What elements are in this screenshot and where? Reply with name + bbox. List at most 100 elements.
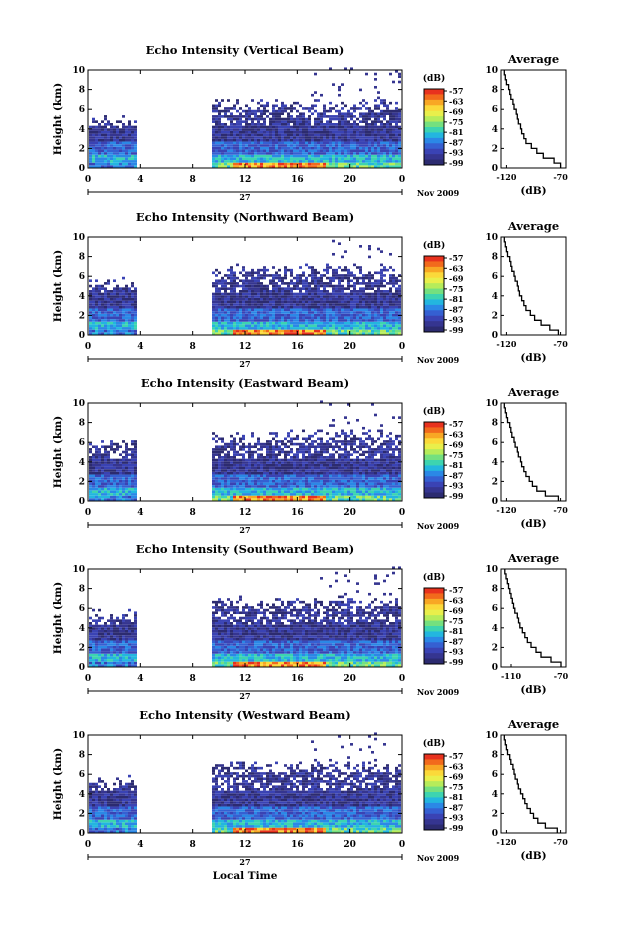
heatmap-cell <box>365 120 368 123</box>
heatmap-cell <box>356 160 359 163</box>
heatmap-cell <box>260 472 263 475</box>
heatmap-cell <box>116 480 119 483</box>
heatmap-cell <box>98 149 101 152</box>
heatmap-cell <box>350 290 353 293</box>
heatmap-cell <box>350 464 353 467</box>
heatmap-cell <box>281 293 284 296</box>
heatmap-cell <box>272 306 275 309</box>
heatmap-cell <box>248 488 251 491</box>
heatmap-cell <box>365 126 368 129</box>
heatmap-cell <box>386 107 389 110</box>
heatmap-cell <box>233 271 236 274</box>
heatmap-cell <box>332 301 335 304</box>
heatmap-cell <box>212 285 215 288</box>
heatmap-cell <box>239 461 242 464</box>
heatmap-cell <box>242 443 245 446</box>
heatmap-cell <box>266 496 269 499</box>
heatmap-cell <box>311 290 314 293</box>
colorbar-swatch <box>424 149 444 155</box>
heatmap-cell <box>377 282 380 285</box>
heatmap-cell <box>314 160 317 163</box>
heatmap-cell <box>113 316 116 319</box>
heatmap-cell <box>374 309 377 312</box>
heatmap-cell <box>125 477 128 480</box>
heatmap-cell <box>230 311 233 314</box>
heatmap-cell <box>272 459 275 462</box>
heatmap-cell <box>380 290 383 293</box>
colorbar-swatch <box>424 267 444 273</box>
heatmap-cell <box>341 120 344 123</box>
heatmap-cell <box>302 461 305 464</box>
heatmap-cell <box>293 136 296 139</box>
heatmap-cell <box>398 131 401 134</box>
heatmap-cell <box>263 104 266 107</box>
heatmap-cell <box>221 437 224 440</box>
heatmap-cell <box>257 443 260 446</box>
heatmap-cell <box>311 327 314 330</box>
heatmap-cell <box>116 160 119 163</box>
heatmap-cell <box>269 282 272 285</box>
heatmap-cell <box>272 467 275 470</box>
heatmap-cell <box>272 282 275 285</box>
heatmap-cell <box>272 285 275 288</box>
heatmap-cell <box>266 488 269 491</box>
heatmap-cell <box>317 118 320 121</box>
heatmap-cell <box>296 488 299 491</box>
heatmap-cell <box>395 118 398 121</box>
heatmap-cell <box>290 464 293 467</box>
heatmap-cell <box>122 160 125 163</box>
heatmap-cell <box>299 118 302 121</box>
heatmap-cell <box>131 152 134 155</box>
heatmap-cell <box>365 134 368 137</box>
heatmap-cell <box>293 488 296 491</box>
heatmap-cell <box>332 240 335 243</box>
heatmap-cell <box>287 144 290 147</box>
heatmap-cell <box>320 480 323 483</box>
colorbar-swatch <box>424 299 444 305</box>
heatmap-cell <box>359 131 362 134</box>
heatmap-cell <box>260 319 263 322</box>
heatmap-cell <box>305 451 308 454</box>
heatmap-cell <box>353 437 356 440</box>
heatmap-cell <box>212 107 215 110</box>
heatmap-cell <box>215 136 218 139</box>
heatmap-cell <box>107 123 110 126</box>
heatmap-cell <box>233 136 236 139</box>
heatmap-cell <box>338 139 341 142</box>
heatmap-cell <box>257 107 260 110</box>
heatmap-cell <box>269 279 272 282</box>
heatmap-cell <box>293 131 296 134</box>
heatmap-cell <box>128 136 131 139</box>
heatmap-cell <box>287 112 290 115</box>
heatmap-cell <box>218 290 221 293</box>
heatmap-cell <box>332 295 335 298</box>
heatmap-cell <box>101 314 104 317</box>
heatmap-cell <box>374 131 377 134</box>
heatmap-cell <box>344 445 347 448</box>
heatmap-cell <box>311 477 314 480</box>
heatmap-cell <box>236 295 239 298</box>
heatmap-cell <box>98 467 101 470</box>
heatmap-cell <box>107 488 110 491</box>
heatmap-cell <box>290 282 293 285</box>
heatmap-cell <box>338 322 341 325</box>
heatmap-cell <box>248 142 251 145</box>
heatmap-cell <box>218 316 221 319</box>
heatmap-cell <box>245 112 248 115</box>
heatmap-cell <box>227 311 230 314</box>
heatmap-cell <box>305 327 308 330</box>
heatmap-cell <box>239 157 242 160</box>
heatmap-cell <box>116 147 119 150</box>
heatmap-cell <box>299 282 302 285</box>
heatmap-cell <box>245 118 248 121</box>
heatmap-cell <box>350 445 353 448</box>
heatmap-cell <box>281 142 284 145</box>
heatmap-cell <box>335 139 338 142</box>
heatmap-cell <box>266 485 269 488</box>
heatmap-cell <box>119 293 122 296</box>
heatmap-cell <box>284 306 287 309</box>
heatmap-cell <box>296 443 299 446</box>
heatmap-cell <box>296 128 299 131</box>
heatmap-cell <box>350 314 353 317</box>
heatmap-cell <box>356 295 359 298</box>
